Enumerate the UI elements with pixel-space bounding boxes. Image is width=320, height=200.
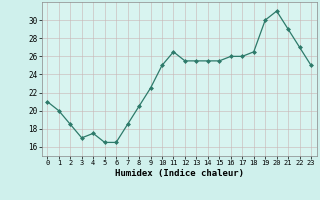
X-axis label: Humidex (Indice chaleur): Humidex (Indice chaleur) <box>115 169 244 178</box>
